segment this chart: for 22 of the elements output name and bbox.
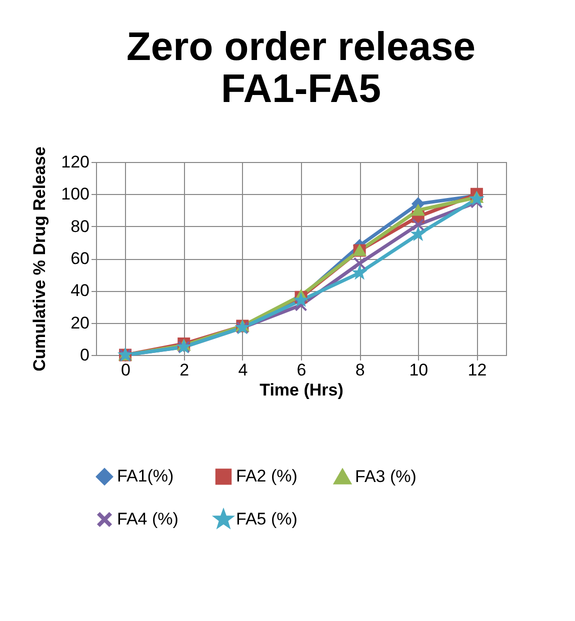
y-tick-label: 60 <box>70 249 90 268</box>
y-tick-label: 20 <box>70 313 90 332</box>
legend-label: FA4 (%) <box>117 510 178 528</box>
legend-label: FA3 (%) <box>355 467 416 486</box>
legend-label: FA2 (%) <box>236 466 298 486</box>
y-tick-label: 120 <box>61 152 90 172</box>
legend-label: FA5 (%) <box>236 510 298 528</box>
y-tick-label: 80 <box>70 216 90 236</box>
y-tick-label: 40 <box>70 281 90 300</box>
y-axis-title: Cumulative % Drug Release <box>30 146 50 372</box>
y-tick-label: 100 <box>61 184 90 204</box>
x-tick-label: 10 <box>409 360 428 380</box>
x-tick-label: 0 <box>121 360 131 380</box>
y-tick-label: 0 <box>80 346 90 364</box>
legend-label: FA1(%) <box>117 466 174 486</box>
x-tick-label: 12 <box>468 360 487 380</box>
x-axis-title: Time (Hrs) <box>260 380 344 400</box>
chart-title: Zero order release FA1-FA5 <box>126 25 476 112</box>
x-tick-label: 6 <box>296 360 306 380</box>
x-tick-label: 4 <box>238 360 248 380</box>
x-tick-label: 2 <box>180 360 190 380</box>
x-tick-label: 8 <box>355 360 365 380</box>
